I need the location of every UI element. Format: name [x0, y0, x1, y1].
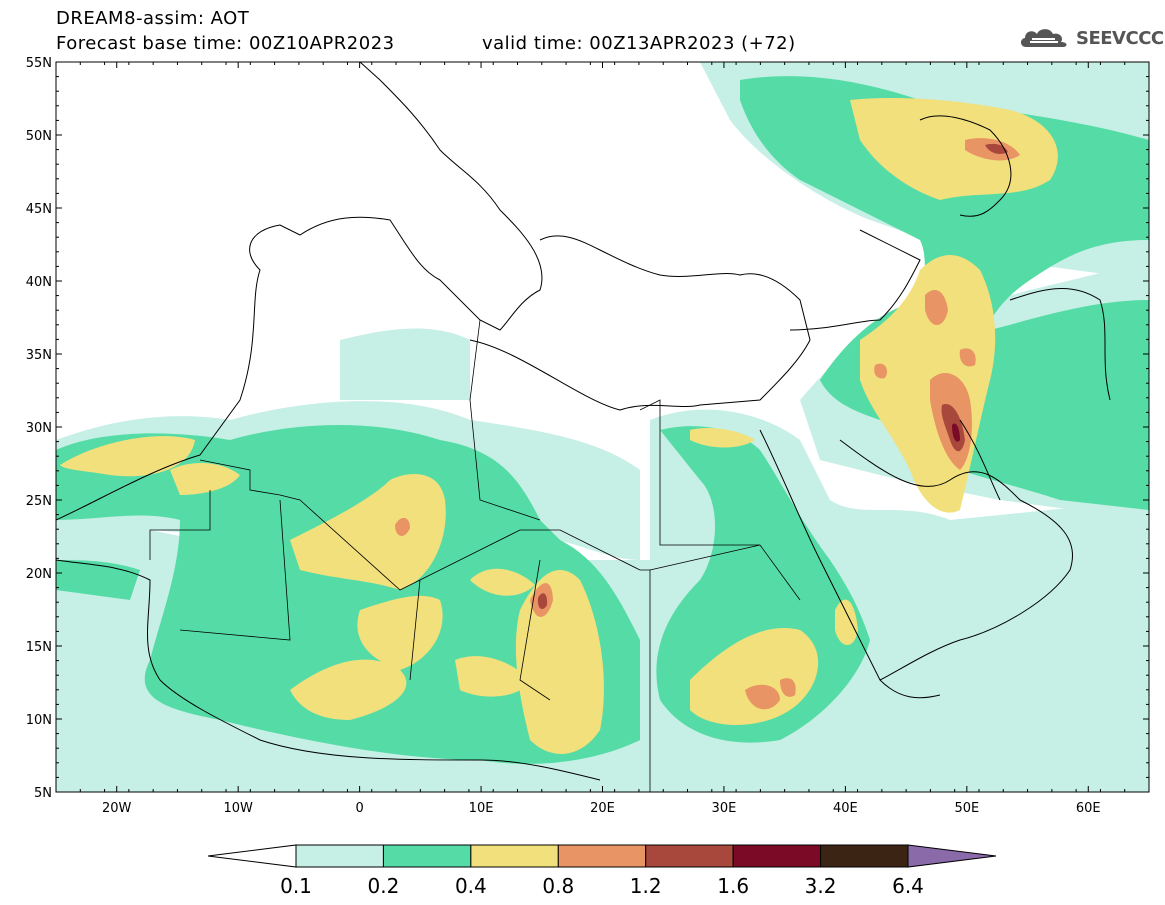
cloud-icon [1020, 29, 1067, 47]
colorbar-high-arrow [907, 844, 997, 868]
lat-tick-label: 20N [26, 567, 52, 582]
colorbar-label: 0.1 [280, 874, 312, 898]
coastlines [56, 62, 1111, 792]
valid-time: valid time: 00Z13APR2023 (+72) [482, 33, 796, 54]
map-axes: 55N 50N 45N 40N 35N 30N 25N 20N 15N 10N 5N 20W 10W 0 1… [26, 56, 1150, 816]
lon-tick-label: 50E [954, 801, 979, 816]
colorbar-label: 0.2 [368, 874, 400, 898]
aot-field [56, 62, 1149, 792]
colorbar-low-arrow [207, 844, 297, 868]
colorbar-box [820, 844, 909, 868]
colorbar-label: 0.4 [455, 874, 487, 898]
lat-tick-label: 25N [26, 494, 52, 509]
lat-tick-label: 55N [26, 56, 52, 71]
lon-tick-label: 60E [1076, 801, 1101, 816]
colorbar-box [732, 844, 822, 868]
lon-tick-label: 20E [590, 801, 615, 816]
lon-tick-label: 20W [102, 801, 132, 816]
lon-tick-label: 40E [833, 801, 858, 816]
colorbar-label: 3.2 [805, 874, 837, 898]
seevccc-logo: SEEVCCC [1018, 24, 1164, 52]
colorbar-label: 1.2 [630, 874, 662, 898]
map-title: DREAM8-assim: AOT [56, 8, 250, 29]
colorbar-label: 1.6 [717, 874, 749, 898]
lat-tick-label: 45N [26, 202, 52, 217]
colorbar-box [295, 844, 384, 868]
colorbar: 0.1 0.2 0.4 0.8 1.2 1.6 3.2 6.4 [207, 844, 997, 898]
lat-tick-label: 15N [26, 640, 52, 655]
aot-level-0.4 [60, 98, 1058, 754]
colorbar-box [557, 844, 647, 868]
aot-level-1.6 [952, 423, 960, 442]
lat-tick-label: 35N [26, 348, 52, 363]
colorbar-label: 0.8 [542, 874, 574, 898]
lon-tick-label: 0 [355, 801, 363, 816]
lat-tick-label: 10N [26, 713, 52, 728]
lat-tick-label: 5N [34, 786, 52, 801]
lat-tick-label: 30N [26, 421, 52, 436]
colorbar-box [470, 844, 559, 868]
lat-tick-label: 40N [26, 275, 52, 290]
lon-tick-label: 10W [223, 801, 253, 816]
colorbar-box [382, 844, 472, 868]
lon-tick-label: 30E [712, 801, 737, 816]
colorbar-box [645, 844, 734, 868]
forecast-base-time: Forecast base time: 00Z10APR2023 [56, 33, 395, 54]
country-borders [149, 319, 801, 792]
logo-text: SEEVCCC [1076, 27, 1164, 49]
lon-tick-label: 10E [469, 801, 494, 816]
lat-tick-label: 50N [26, 129, 52, 144]
colorbar-label: 6.4 [892, 874, 924, 898]
